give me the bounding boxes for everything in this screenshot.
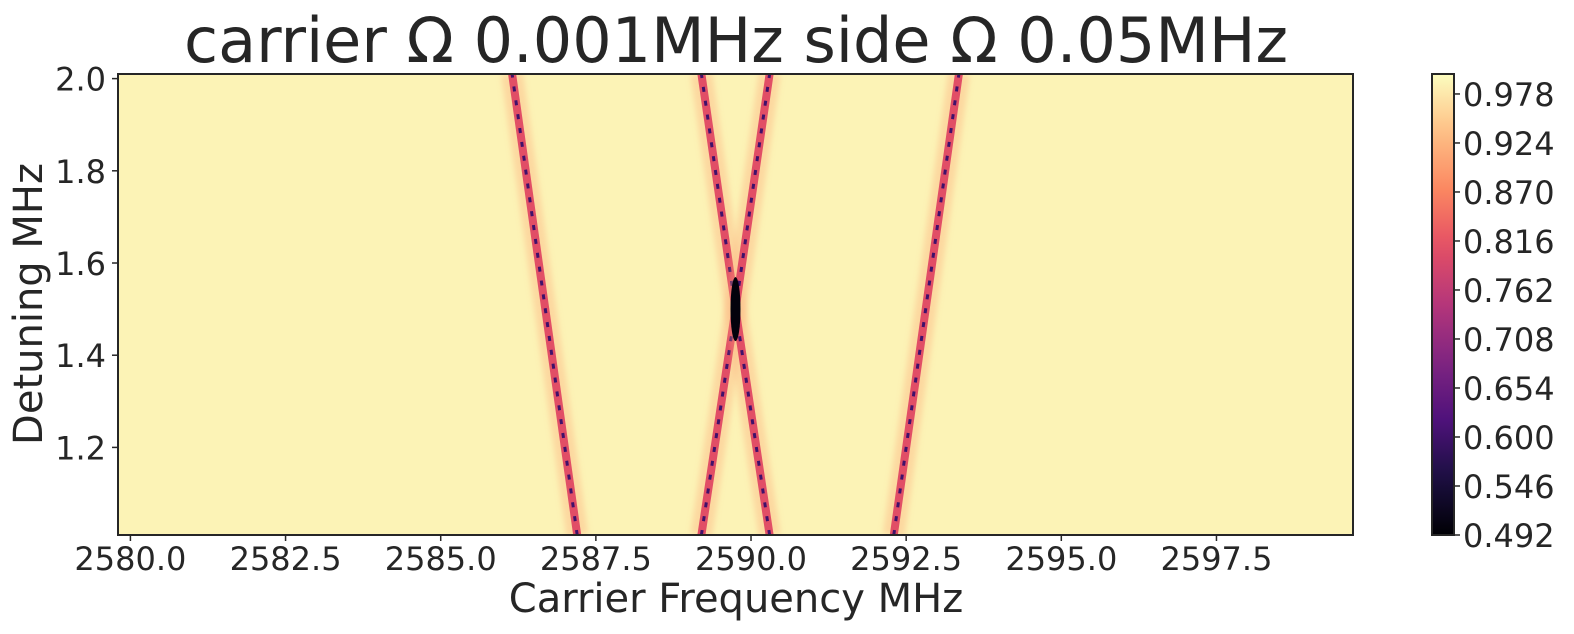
- x-tick-label: 2587.5: [540, 540, 652, 578]
- colorbar-tick-label: 0.870: [1463, 174, 1555, 212]
- y-tick-label: 1.8: [55, 153, 106, 191]
- resonance-line-4: [889, 74, 963, 535]
- resonance-line-1: [508, 74, 582, 535]
- colorbar-gradient: [1431, 73, 1455, 536]
- y-tick-label: 2.0: [55, 61, 106, 99]
- colorbar-tick-label: 0.654: [1463, 370, 1555, 408]
- y-tick-label: 1.4: [55, 337, 106, 375]
- plot-area: [117, 73, 1354, 536]
- colorbar-tick-label: 0.978: [1463, 76, 1555, 114]
- colorbar-tick-label: 0.762: [1463, 272, 1555, 310]
- x-tick-label: 2595.0: [1005, 540, 1117, 578]
- colorbar-tick-label: 0.600: [1463, 419, 1555, 457]
- x-axis: 2580.0 2582.5 2585.0 2587.5 2590.0 2592.5 2595…: [74, 535, 1272, 578]
- y-tick-label: 1.6: [55, 245, 106, 283]
- y-tick-label: 1.2: [55, 429, 106, 467]
- colorbar: 0.492 0.546 0.600 0.654 0.708 0.762 0.816 0.870…: [1431, 73, 1555, 555]
- chart-title: carrier Ω 0.001MHz side Ω 0.05MHz: [184, 4, 1288, 77]
- x-tick-label: 2590.0: [695, 540, 807, 578]
- plot-frame: [117, 73, 1354, 536]
- y-axis: 1.2 1.4 1.6 1.8 2.0: [55, 61, 118, 467]
- x-tick-label: 2592.5: [850, 540, 962, 578]
- y-axis-label: Detuning MHz: [6, 163, 52, 445]
- colorbar-tick-label: 0.924: [1463, 125, 1555, 163]
- x-tick-label: 2582.5: [230, 540, 342, 578]
- colorbar-tick-label: 0.546: [1463, 468, 1555, 506]
- x-tick-label: 2585.0: [385, 540, 497, 578]
- x-tick-label: 2597.5: [1160, 540, 1272, 578]
- colorbar-tick-label: 0.492: [1463, 517, 1555, 555]
- crossing-minimum: [730, 277, 741, 342]
- colorbar-tick-label: 0.708: [1463, 321, 1555, 359]
- colorbar-tick-label: 0.816: [1463, 223, 1555, 261]
- x-axis-label: Carrier Frequency MHz: [509, 576, 963, 622]
- x-tick-label: 2580.0: [74, 540, 186, 578]
